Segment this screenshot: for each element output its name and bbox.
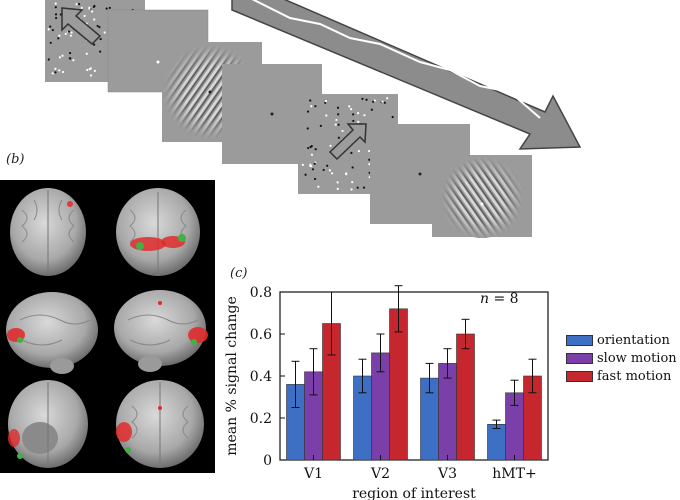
sample-size-letter: n: [480, 291, 489, 307]
brain-renderings: [0, 180, 215, 473]
x-tick-label: V2: [370, 466, 390, 482]
error-bar: [443, 348, 452, 379]
brain-lateral-right-view: [114, 290, 208, 372]
motion-arrow: [328, 123, 367, 161]
legend-item-orientation: orientation: [566, 331, 677, 349]
legend-label: orientation: [597, 332, 670, 348]
x-tick-label: V1: [303, 466, 323, 482]
error-bar: [492, 419, 501, 429]
panel-label-c: (c): [230, 266, 248, 281]
stimulus-sequence: [45, 0, 582, 238]
x-tick-label: V3: [437, 466, 457, 482]
chart-legend: orientation slow motion fast motion: [566, 331, 677, 385]
bar-chart: 0 0.2 0.4 0.6 0.8 mean % signal change V1 V2 V3 h…: [224, 285, 549, 500]
motion-arrow: [61, 7, 102, 46]
legend-swatch: [566, 352, 593, 364]
sample-size-value: = 8: [489, 291, 519, 307]
brain-ventral-view: [8, 380, 88, 468]
legend-item-fast-motion: fast motion: [566, 367, 677, 385]
bar-orientation-hMTplus: [487, 424, 506, 461]
error-bar: [327, 291, 336, 356]
brain-dorsal-view: [116, 380, 204, 468]
legend-item-slow-motion: slow motion: [566, 349, 677, 367]
stimulus-frame-grating-2: [432, 155, 532, 238]
error-bar: [425, 362, 434, 394]
error-bar: [394, 285, 403, 333]
bar-fast-motion-V3: [456, 333, 475, 461]
brain-posterior-view: [10, 188, 86, 276]
error-bar: [309, 348, 318, 396]
legend-swatch: [566, 334, 593, 346]
y-tick-label: 0: [263, 453, 272, 469]
y-tick-label: 0.4: [250, 369, 272, 385]
sample-size-annotation: n = 8: [480, 291, 519, 307]
error-bar: [358, 358, 367, 394]
brain-lateral-left-view: [6, 292, 98, 374]
y-tick-label: 0.6: [250, 327, 272, 343]
panel-label-b: (b): [6, 152, 25, 167]
error-bar: [510, 379, 519, 406]
error-bar: [291, 360, 300, 408]
x-tick-label: hMT+: [492, 466, 536, 482]
x-axis-label: region of interest: [352, 486, 476, 500]
error-bar: [376, 333, 385, 373]
error-bar: [528, 358, 537, 394]
legend-label: fast motion: [597, 368, 672, 384]
brain-inferior-posterior-view: [116, 188, 200, 276]
y-tick-label: 0.2: [250, 411, 272, 427]
y-axis-label: mean % signal change: [224, 296, 240, 456]
y-tick-label: 0.8: [250, 285, 272, 301]
error-bar: [461, 318, 470, 350]
legend-label: slow motion: [597, 350, 677, 366]
timeline-arrow: [231, 0, 582, 150]
legend-swatch: [566, 370, 593, 382]
